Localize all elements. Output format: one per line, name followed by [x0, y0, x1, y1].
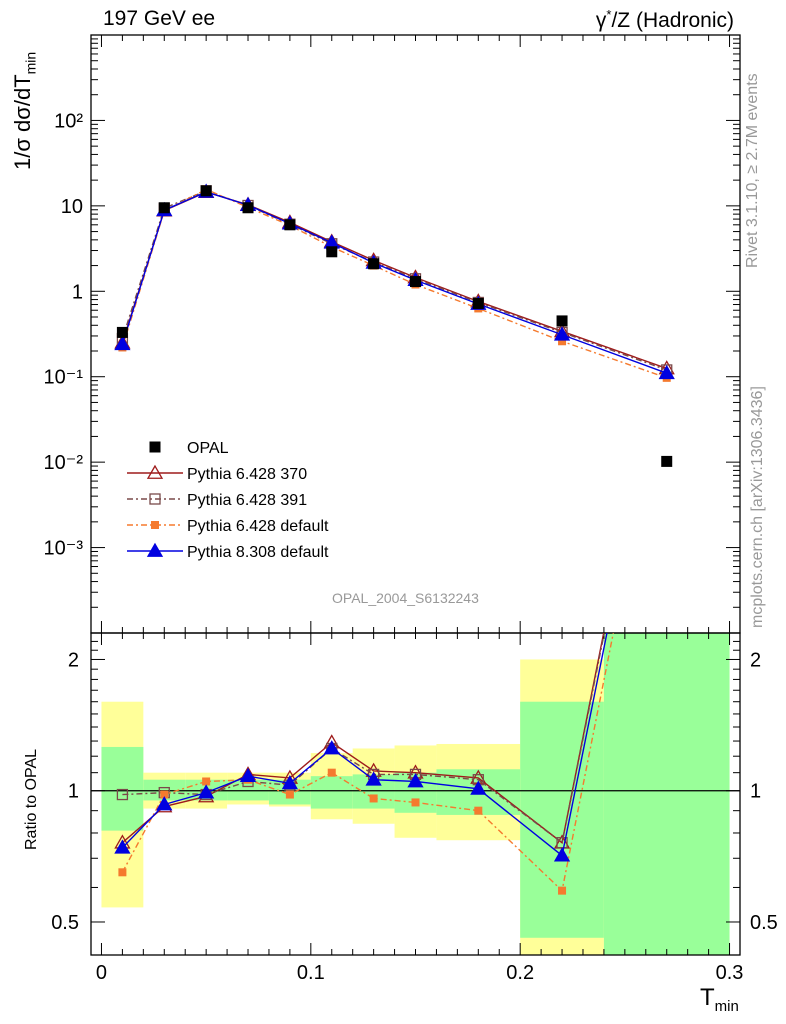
- main-y-tick-label: 10: [61, 196, 83, 218]
- process-label-star: *: [606, 7, 612, 22]
- ratio-point: [323, 740, 340, 755]
- ratio-point: [369, 794, 378, 803]
- legend-marker: [149, 441, 161, 453]
- series-line: [121, 191, 667, 370]
- legend-marker: [149, 493, 161, 505]
- ratio-point: [160, 790, 169, 799]
- x-axis-title-text: T: [700, 984, 715, 1011]
- legend-marker: [151, 521, 159, 529]
- legend: OPAL Pythia 6.428 370 Pythia 6.428 391 Pyth…: [127, 440, 329, 561]
- series-4: [114, 183, 675, 380]
- y-axis-title-ratio: Ratio to OPAL: [23, 748, 40, 850]
- ratio-point: [470, 780, 487, 795]
- legend-label: Pythia 6.428 default: [187, 518, 329, 535]
- opal-point: [472, 297, 484, 309]
- ratio-point: [474, 806, 483, 815]
- main-y-tick-label: 10⁻³: [44, 538, 84, 560]
- ratio-point: [285, 790, 294, 799]
- main-y-tick-label: 10⁻¹: [44, 367, 84, 389]
- series-3: [118, 185, 671, 382]
- ratio-point: [558, 886, 567, 895]
- legend-marker: [146, 464, 164, 479]
- opal-point: [116, 326, 128, 338]
- legend-label: OPAL: [187, 440, 229, 457]
- ratio-point: [239, 767, 257, 783]
- ratio-point: [118, 868, 127, 877]
- ratio-bands: [101, 633, 730, 955]
- main-y-tick-label: 1: [72, 281, 83, 303]
- main-y-ticks: 10⁻³ 10⁻² 10⁻¹ 1 10 10²: [44, 38, 740, 634]
- opal-point: [326, 246, 338, 258]
- opal-point: [242, 202, 254, 214]
- process-label-rest: /Z (Hadronic): [611, 9, 734, 32]
- series-line: [121, 188, 667, 379]
- ratio-y-tick-label-right: 2: [750, 649, 761, 671]
- x-tick-label: 0.2: [506, 962, 534, 984]
- ratio-y-tick-label: 1: [68, 781, 79, 803]
- opal-point: [661, 455, 673, 467]
- legend-label: Pythia 8.308 default: [187, 544, 329, 561]
- ratio-point: [411, 798, 420, 807]
- x-tick-label: 0: [96, 962, 107, 984]
- opal-point: [158, 202, 170, 214]
- x-axis-title-sub: min: [714, 997, 739, 1015]
- x-ticks: 0 0.1 0.2 0.3: [96, 35, 744, 984]
- y-axis-title-main: 1/σ dσ/dTmin: [10, 52, 38, 170]
- y-axis-title-main-sub: min: [22, 51, 39, 75]
- legend-label: Pythia 6.428 391: [187, 492, 307, 509]
- ratio-point: [281, 774, 299, 790]
- ratio-point: [660, 308, 674, 320]
- rivet-label: Rivet 3.1.10, ≥ 2.7M events: [744, 73, 761, 268]
- band-inner: [520, 701, 604, 938]
- process-label: γ*/Z (Hadronic): [596, 7, 734, 33]
- ratio-series-4: [114, 330, 674, 862]
- ratio-point: [198, 784, 215, 799]
- legend-label: Pythia 6.428 370: [187, 466, 307, 483]
- ratio-point: [662, 318, 672, 328]
- ratio-point: [407, 773, 424, 788]
- analysis-label: OPAL_2004_S6132243: [332, 590, 479, 606]
- ratio-point: [365, 771, 382, 786]
- opal-point: [284, 219, 296, 231]
- ratio-y-tick-label: 0.5: [51, 912, 79, 934]
- ratio-point: [156, 796, 173, 811]
- energy-label: 197 GeV ee: [103, 7, 216, 30]
- legend-marker: [146, 542, 164, 557]
- x-tick-label: 0.1: [297, 962, 325, 984]
- y-axis-title-main-text: 1/σ dσ/dT: [10, 74, 35, 170]
- main-y-tick-label: 10²: [54, 110, 83, 132]
- series-line: [121, 191, 667, 374]
- band-inner: [603, 633, 730, 955]
- series-point: [658, 364, 675, 380]
- series-point: [558, 337, 567, 346]
- ratio-y-tick-label-right: 0.5: [750, 912, 778, 934]
- opal-point: [368, 258, 380, 270]
- band-inner: [101, 746, 144, 831]
- ratio-line: [121, 633, 615, 893]
- opal-data: [116, 185, 673, 467]
- ratio-point: [660, 330, 674, 342]
- mcplots-label: mcplots.cern.ch [arXiv:1306.3436]: [749, 386, 766, 628]
- opal-point: [410, 276, 421, 288]
- ratio-point: [327, 768, 336, 777]
- ratio-y-tick-label: 2: [68, 649, 79, 671]
- opal-point: [200, 185, 212, 197]
- band-inner: [143, 779, 186, 801]
- x-tick-label: 0.3: [716, 962, 744, 984]
- ratio-point: [202, 777, 211, 786]
- process-label-gamma: γ: [595, 9, 607, 32]
- x-axis-title: Tmin: [700, 984, 739, 1015]
- ratio-y-ticks: 0.5 0.5 1 1 2 2: [51, 640, 778, 934]
- main-y-tick-label: 10⁻²: [44, 452, 84, 474]
- series-point: [553, 326, 571, 341]
- series-point: [114, 335, 131, 351]
- ratio-point: [114, 839, 131, 854]
- opal-point: [556, 315, 568, 327]
- series-2: [116, 185, 673, 376]
- ratio-point: [553, 847, 571, 862]
- ratio-point: [116, 788, 129, 801]
- ratio-y-tick-label-right: 1: [750, 781, 761, 803]
